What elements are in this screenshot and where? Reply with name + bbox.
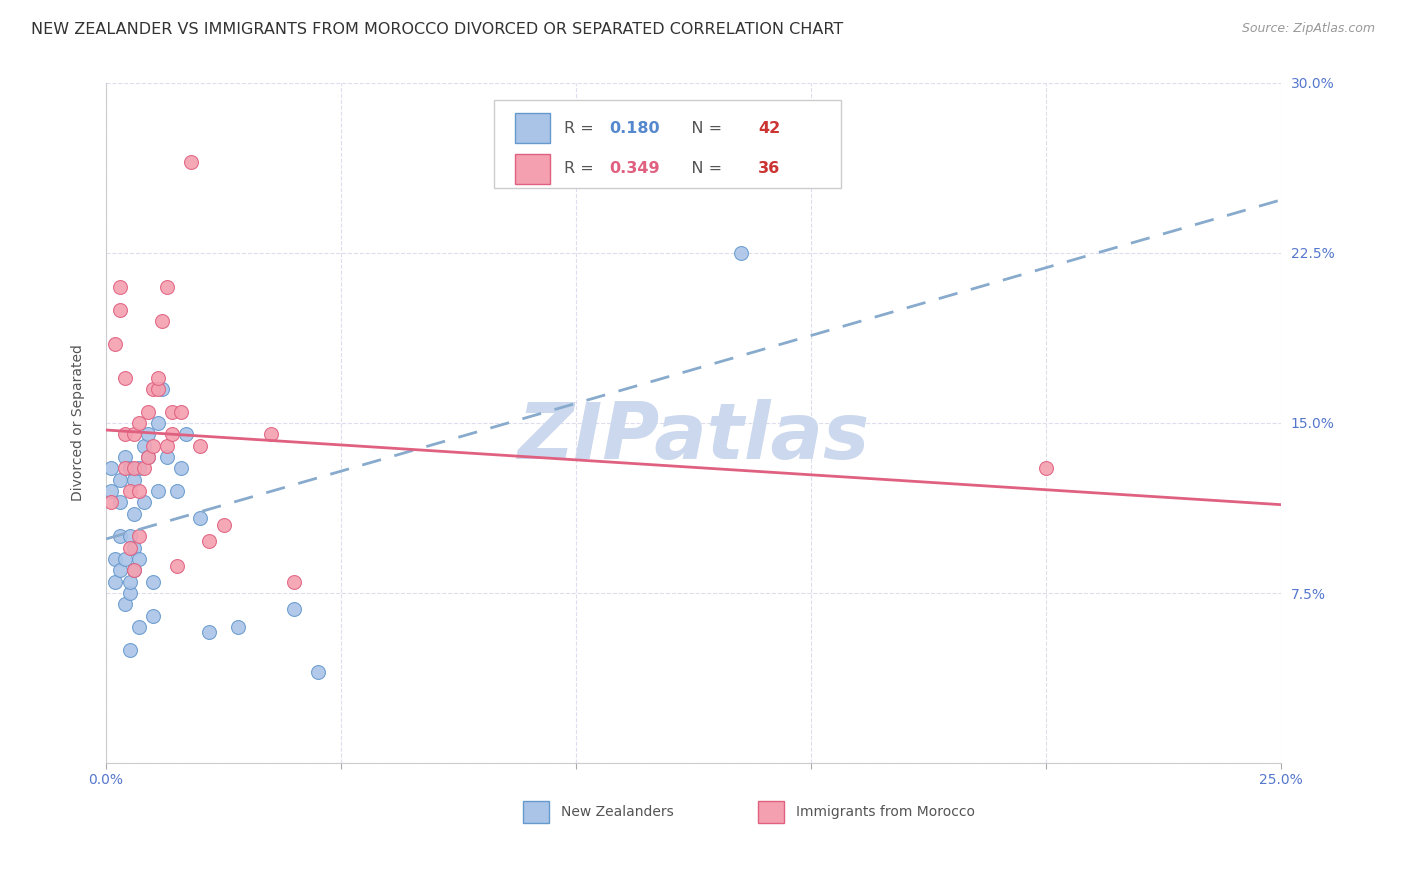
Point xyxy=(142,382,165,396)
Text: Source: ZipAtlas.com: Source: ZipAtlas.com xyxy=(1241,22,1375,36)
Point xyxy=(114,370,136,384)
Point xyxy=(108,302,131,317)
Text: 0.349: 0.349 xyxy=(609,161,659,177)
Text: Immigrants from Morocco: Immigrants from Morocco xyxy=(796,805,974,819)
Point xyxy=(188,439,211,453)
Point xyxy=(124,563,146,577)
Point xyxy=(160,427,183,442)
Point xyxy=(156,450,179,464)
Point xyxy=(108,473,131,487)
Point xyxy=(730,246,752,260)
Point xyxy=(1035,461,1057,475)
Point xyxy=(108,529,131,543)
Point xyxy=(259,427,281,442)
Point xyxy=(114,427,136,442)
Point xyxy=(124,563,146,577)
Point xyxy=(118,461,141,475)
Point xyxy=(100,495,122,509)
Text: 42: 42 xyxy=(758,120,780,136)
Point xyxy=(226,620,249,634)
Point xyxy=(124,541,146,555)
Point xyxy=(124,473,146,487)
Point xyxy=(128,461,150,475)
Point xyxy=(132,439,155,453)
Point xyxy=(152,314,174,328)
Point xyxy=(138,450,160,464)
Bar xyxy=(515,154,550,184)
Point xyxy=(114,598,136,612)
FancyBboxPatch shape xyxy=(494,100,841,188)
Point xyxy=(166,558,188,573)
Point xyxy=(146,483,169,498)
Point xyxy=(124,427,146,442)
Point xyxy=(156,439,179,453)
Text: R =: R = xyxy=(564,120,599,136)
Point xyxy=(114,450,136,464)
Point xyxy=(100,483,122,498)
Point xyxy=(152,382,174,396)
Text: 0.180: 0.180 xyxy=(609,120,659,136)
Point xyxy=(142,608,165,623)
Point xyxy=(114,461,136,475)
Point xyxy=(108,495,131,509)
Point xyxy=(170,404,193,418)
Point xyxy=(188,511,211,525)
Text: NEW ZEALANDER VS IMMIGRANTS FROM MOROCCO DIVORCED OR SEPARATED CORRELATION CHART: NEW ZEALANDER VS IMMIGRANTS FROM MOROCCO… xyxy=(31,22,844,37)
Point xyxy=(283,602,305,616)
Y-axis label: Divorced or Separated: Divorced or Separated xyxy=(72,344,86,501)
Point xyxy=(128,416,150,430)
Point xyxy=(124,461,146,475)
Point xyxy=(118,574,141,589)
Text: New Zealanders: New Zealanders xyxy=(561,805,673,819)
Text: N =: N = xyxy=(676,120,727,136)
Point xyxy=(170,461,193,475)
Point xyxy=(146,370,169,384)
Point xyxy=(307,665,329,680)
Point xyxy=(138,427,160,442)
Point xyxy=(118,586,141,600)
Point xyxy=(146,416,169,430)
Point xyxy=(118,483,141,498)
Point xyxy=(128,620,150,634)
Point xyxy=(166,483,188,498)
Point xyxy=(142,574,165,589)
Point xyxy=(118,642,141,657)
Point xyxy=(114,552,136,566)
Point xyxy=(118,541,141,555)
Point xyxy=(180,155,202,169)
Text: 36: 36 xyxy=(758,161,780,177)
Point xyxy=(104,552,127,566)
Bar xyxy=(758,801,785,823)
Point xyxy=(128,552,150,566)
Point xyxy=(212,518,235,533)
Point xyxy=(138,450,160,464)
Text: R =: R = xyxy=(564,161,599,177)
Point xyxy=(108,563,131,577)
Point xyxy=(146,382,169,396)
Point xyxy=(160,404,183,418)
Point xyxy=(283,574,305,589)
Point xyxy=(118,529,141,543)
Bar xyxy=(523,801,550,823)
Point xyxy=(132,461,155,475)
Point xyxy=(142,439,165,453)
Point xyxy=(138,404,160,418)
Point xyxy=(100,461,122,475)
Point xyxy=(128,483,150,498)
Point xyxy=(156,280,179,294)
Point xyxy=(198,533,221,548)
Point xyxy=(104,336,127,351)
Bar xyxy=(515,113,550,144)
Point xyxy=(132,495,155,509)
Point xyxy=(108,280,131,294)
Point xyxy=(124,507,146,521)
Point xyxy=(104,574,127,589)
Text: N =: N = xyxy=(676,161,727,177)
Text: ZIPatlas: ZIPatlas xyxy=(517,399,870,475)
Point xyxy=(128,529,150,543)
Point xyxy=(174,427,197,442)
Point xyxy=(198,624,221,639)
